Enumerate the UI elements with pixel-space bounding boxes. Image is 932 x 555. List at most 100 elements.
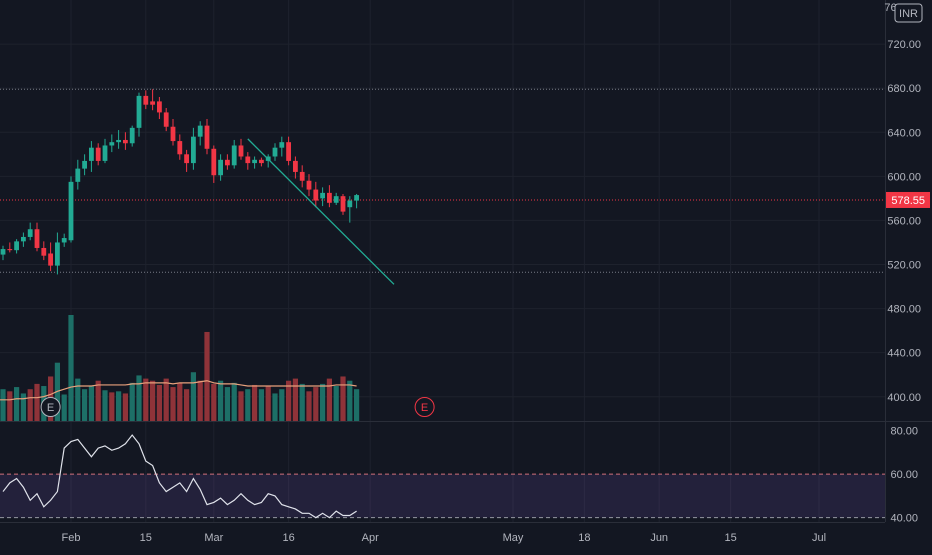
volume-bar-27	[184, 389, 190, 421]
candle-7[interactable]	[48, 242, 53, 272]
candle-body-32	[218, 159, 223, 176]
volume-bar-49	[333, 386, 339, 421]
candle-body-16	[109, 142, 115, 146]
candle-41[interactable]	[279, 136, 285, 157]
candle-4[interactable]	[27, 222, 33, 241]
candle-34[interactable]	[231, 139, 237, 169]
trendline[interactable]	[247, 138, 395, 285]
candle-28[interactable]	[191, 127, 196, 170]
candle-body-41	[279, 142, 285, 148]
candle-45[interactable]	[306, 174, 312, 197]
candle-36[interactable]	[245, 152, 251, 170]
candle-9[interactable]	[61, 233, 67, 247]
candle-49[interactable]	[333, 192, 339, 205]
candle-51[interactable]	[347, 196, 353, 223]
candle-19[interactable]	[129, 125, 135, 147]
candle-body-9	[61, 238, 67, 243]
candle-31[interactable]	[211, 145, 217, 183]
candlesticks[interactable]	[0, 89, 359, 275]
candle-23[interactable]	[157, 96, 162, 120]
candle-body-46	[313, 189, 319, 201]
candle-22[interactable]	[150, 89, 155, 111]
candle-26[interactable]	[177, 134, 183, 160]
candle-body-30	[204, 125, 210, 149]
volume-bar-33	[224, 387, 230, 421]
candle-11[interactable]	[75, 159, 81, 190]
candle-body-17	[116, 139, 121, 143]
price-axis[interactable]: 760.00400.00440.00480.00520.00560.00600.…	[884, 2, 930, 525]
candle-16[interactable]	[109, 134, 115, 153]
volume-bar-45	[306, 391, 312, 421]
candle-30[interactable]	[204, 119, 210, 155]
volume-bar-36	[245, 389, 251, 421]
candle-43[interactable]	[293, 156, 298, 179]
candle-18[interactable]	[123, 132, 128, 150]
candle-body-4	[27, 229, 33, 237]
candle-35[interactable]	[238, 138, 244, 160]
candle-6[interactable]	[41, 241, 47, 261]
time-label-1: 15	[140, 532, 152, 544]
candle-5[interactable]	[34, 222, 40, 252]
earnings-marker-1[interactable]: E	[414, 397, 435, 417]
candle-2[interactable]	[14, 239, 19, 254]
candle-1[interactable]	[7, 242, 13, 253]
volume-bar-15	[102, 390, 108, 421]
candle-12[interactable]	[82, 154, 87, 176]
candle-20[interactable]	[136, 92, 142, 137]
last-price-text: 578.55	[891, 195, 925, 207]
candle-8[interactable]	[55, 232, 60, 275]
candle-body-52	[354, 195, 359, 201]
candle-32[interactable]	[218, 154, 223, 181]
earnings-marker-0[interactable]: E	[40, 397, 61, 417]
candle-37[interactable]	[252, 156, 257, 169]
rsi-pane[interactable]	[0, 434, 885, 519]
volume-bar-5	[34, 383, 40, 421]
candle-50[interactable]	[340, 193, 346, 215]
currency-label: INR	[899, 8, 918, 20]
volume-bar-30	[204, 331, 210, 421]
candle-48[interactable]	[327, 185, 332, 208]
volume-bar-24	[163, 378, 169, 421]
volume-bar-21	[143, 378, 149, 421]
candle-0[interactable]	[0, 245, 6, 261]
volume-bar-48	[326, 378, 332, 421]
volume-bar-40	[272, 393, 278, 421]
candle-27[interactable]	[184, 149, 189, 172]
currency-badge[interactable]: INR	[894, 3, 923, 23]
candle-14[interactable]	[95, 143, 101, 166]
candle-body-45	[306, 180, 312, 190]
candle-body-5	[34, 229, 40, 248]
candle-body-51	[347, 200, 353, 208]
candle-body-1	[7, 249, 13, 251]
rsi-line[interactable]	[2, 434, 357, 519]
candle-33[interactable]	[225, 154, 230, 170]
candle-21[interactable]	[143, 90, 149, 110]
trendline-drawing[interactable]	[247, 138, 395, 285]
candle-body-33	[225, 159, 230, 166]
candle-44[interactable]	[299, 165, 305, 188]
candle-17[interactable]	[116, 130, 121, 149]
candle-3[interactable]	[21, 232, 26, 247]
candle-25[interactable]	[170, 119, 176, 146]
candle-40[interactable]	[272, 143, 278, 161]
candle-52[interactable]	[354, 193, 359, 209]
volume-bar-41	[279, 389, 285, 421]
candle-47[interactable]	[320, 187, 325, 207]
candle-24[interactable]	[163, 108, 169, 132]
volume-bar-19	[129, 382, 135, 421]
volume-bar-51	[347, 380, 353, 421]
time-axis[interactable]: Feb 15 Mar 16 Apr May 18 Jun 15 Jul	[62, 532, 827, 544]
candle-38[interactable]	[259, 157, 264, 167]
candle-46[interactable]	[313, 181, 319, 208]
candle-29[interactable]	[197, 121, 203, 146]
candle-body-18	[123, 139, 128, 144]
candle-10[interactable]	[68, 176, 74, 243]
candle-15[interactable]	[102, 138, 108, 164]
volume-bar-26	[177, 382, 183, 421]
candle-42[interactable]	[286, 136, 291, 166]
candle-13[interactable]	[89, 141, 94, 172]
